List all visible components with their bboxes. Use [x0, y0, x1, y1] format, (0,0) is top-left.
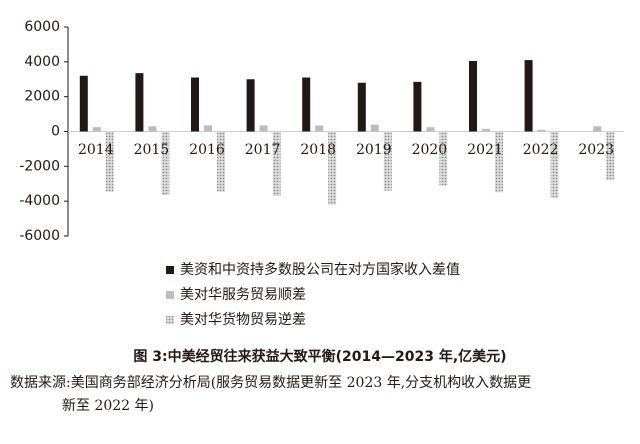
- bar: [272, 131, 281, 196]
- bar: [439, 131, 448, 186]
- x-tick-label: 2021: [467, 142, 503, 158]
- x-tick-label: 2023: [578, 142, 614, 158]
- x-tick-label: 2020: [412, 142, 448, 158]
- x-tick-label: 2015: [134, 142, 170, 158]
- legend-marker: [166, 291, 174, 299]
- bar: [495, 131, 503, 193]
- legend-label: 美对华货物贸易逆差: [180, 311, 306, 328]
- bar: [482, 128, 490, 132]
- bar: [315, 125, 324, 132]
- bar: [593, 126, 602, 132]
- bar: [161, 131, 170, 196]
- legend-label: 美对华服务贸易顺差: [180, 287, 306, 303]
- x-tick-label: 2022: [523, 142, 559, 158]
- y-tick-label: 0: [51, 124, 60, 140]
- bar: [357, 82, 366, 132]
- bar: [92, 127, 101, 132]
- bar: [259, 125, 268, 132]
- legend-label: 美资和中资持多数股公司在对方国家收入差值: [180, 261, 460, 278]
- caption: 图 3:中美经贸往来获益大致平衡(2014—2023 年,亿美元): [133, 348, 506, 365]
- bar: [537, 129, 546, 132]
- bar: [550, 131, 559, 198]
- y-tick-label: -4000: [19, 193, 60, 209]
- bar: [469, 60, 477, 132]
- bar: [370, 124, 379, 132]
- y-tick-label: 4000: [24, 54, 60, 70]
- bar: [135, 73, 144, 132]
- bar: [191, 77, 199, 132]
- bar: [383, 131, 392, 191]
- y-tick-label: -6000: [19, 228, 60, 244]
- bar: [105, 131, 114, 192]
- x-tick-label: 2014: [78, 142, 114, 158]
- x-tick-label: 2019: [356, 142, 392, 158]
- y-tick-label: -2000: [19, 158, 60, 174]
- y-tick-label: 2000: [24, 89, 60, 105]
- source: 数据来源:美国商务部经济分析局(服务贸易数据更新至 2023 年,分支机构收入数…: [10, 375, 531, 391]
- x-tick-label: 2016: [189, 142, 225, 158]
- legend-marker: [166, 266, 174, 274]
- bar: [524, 60, 533, 132]
- bar: [217, 131, 225, 192]
- bar: [302, 77, 311, 132]
- bar: [79, 75, 88, 132]
- y-tick-label: 6000: [24, 19, 60, 35]
- bar: [606, 131, 615, 181]
- bar: [246, 79, 255, 132]
- bar: [148, 126, 157, 132]
- legend-marker: [166, 316, 174, 324]
- bar: [204, 125, 212, 132]
- bar: [413, 81, 422, 132]
- bar: [328, 131, 337, 205]
- x-tick-label: 2018: [300, 142, 336, 158]
- source: 新至 2022 年): [62, 398, 154, 414]
- x-tick-label: 2017: [245, 142, 281, 158]
- bar: [426, 127, 435, 132]
